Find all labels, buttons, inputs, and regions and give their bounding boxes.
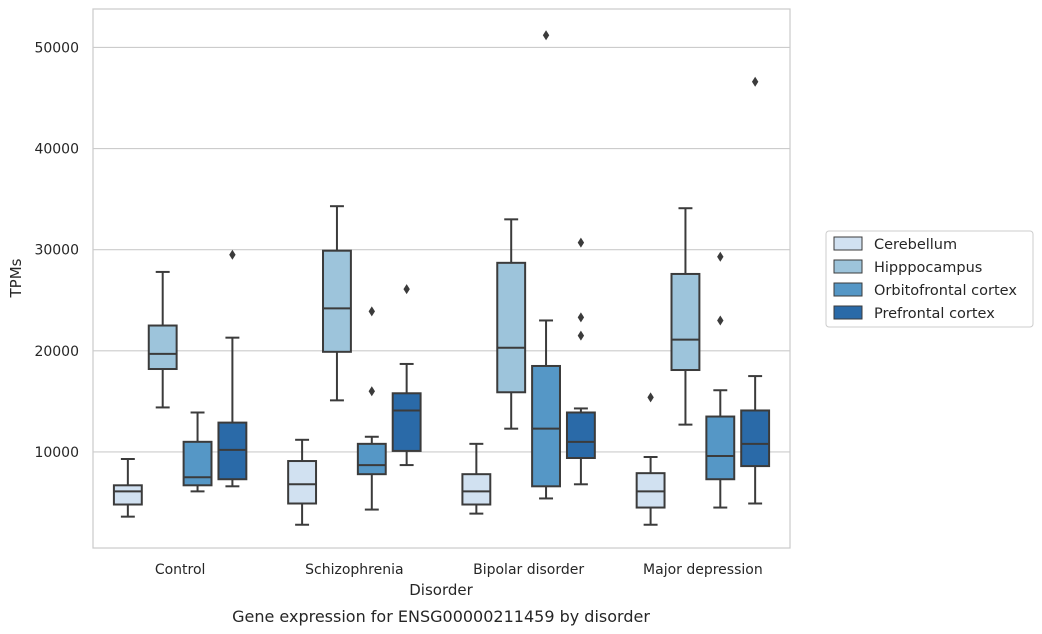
outlier-point	[577, 312, 585, 323]
legend-item-cerebellum: Cerebellum	[833, 236, 957, 253]
box-hipppocampus-control	[147, 270, 178, 409]
box-prefrontal-cortex-schizophrenia	[391, 284, 422, 467]
box-iqr	[356, 442, 387, 476]
box-series	[112, 30, 771, 526]
box-orbitofrontal-cortex-control	[182, 411, 213, 493]
box-iqr	[531, 364, 561, 488]
y-tick-label: 40000	[34, 142, 79, 158]
box-iqr	[147, 324, 178, 371]
outlier-point	[751, 76, 759, 87]
box-hipppocampus-major-depression	[670, 207, 701, 426]
legend-label: Prefrontal cortex	[874, 306, 995, 322]
legend-item-hipppocampus: Hipppocampus	[833, 259, 982, 276]
legend-label: Hipppocampus	[874, 260, 982, 276]
y-axis-label: TPMs	[7, 258, 25, 298]
box-iqr	[322, 249, 352, 353]
box-orbitofrontal-cortex-bipolar-disorder	[531, 30, 561, 500]
outlier-point	[368, 386, 375, 397]
legend: Cerebellum Hipppocampus Orbitofrontal cort…	[825, 230, 1034, 328]
legend-item-orbitofrontal-cortex: Orbitofrontal cortex	[833, 282, 1017, 299]
outlier-point	[717, 315, 724, 326]
chart-caption: Gene expression for ENSG00000211459 by d…	[232, 607, 650, 626]
box-orbitofrontal-cortex-schizophrenia	[356, 306, 387, 511]
x-tick-labels: Control Schizophrenia Bipolar disorder Majo…	[155, 562, 763, 578]
box-iqr	[112, 484, 143, 506]
legend-frame	[825, 230, 1034, 328]
box-iqr	[565, 411, 596, 459]
box-hipppocampus-schizophrenia	[322, 205, 352, 402]
box-prefrontal-cortex-control	[217, 249, 248, 488]
y-tick-label: 20000	[34, 344, 79, 360]
box-iqr	[740, 409, 771, 468]
outlier-point	[717, 251, 724, 262]
box-prefrontal-cortex-major-depression	[740, 76, 771, 505]
y-tick-label: 10000	[34, 445, 79, 461]
box-cerebellum-bipolar-disorder	[461, 442, 492, 515]
box-iqr	[496, 261, 527, 394]
box-cerebellum-major-depression	[635, 392, 666, 526]
box-cerebellum-schizophrenia	[287, 438, 318, 526]
outlier-point	[647, 392, 654, 403]
outlier-point	[577, 330, 585, 341]
y-tick-label: 50000	[34, 40, 79, 56]
x-tick-label: Control	[155, 562, 206, 578]
box-cerebellum-control	[112, 458, 143, 518]
box-iqr	[670, 272, 701, 372]
box-iqr	[287, 460, 318, 505]
outlier-point	[403, 284, 410, 295]
x-axis-label: Disorder	[409, 581, 473, 599]
legend-swatch	[833, 236, 863, 251]
legend-item-prefrontal-cortex: Prefrontal cortex	[833, 305, 995, 322]
box-iqr	[182, 440, 213, 487]
legend-label: Orbitofrontal cortex	[874, 283, 1017, 299]
box-prefrontal-cortex-bipolar-disorder	[565, 237, 596, 486]
box-iqr	[705, 415, 736, 481]
outlier-point	[368, 306, 375, 317]
box-orbitofrontal-cortex-major-depression	[705, 251, 736, 509]
box-iqr	[461, 473, 492, 506]
x-tick-label: Schizophrenia	[305, 562, 403, 578]
y-tick-label: 30000	[34, 243, 79, 259]
outlier-point	[542, 30, 550, 41]
y-tick-labels: 10000 20000 30000 40000 50000	[34, 40, 79, 461]
box-hipppocampus-bipolar-disorder	[496, 218, 527, 430]
legend-swatch	[833, 282, 863, 297]
outlier-point	[577, 237, 585, 248]
outlier-point	[229, 249, 236, 260]
legend-label: Cerebellum	[874, 237, 957, 253]
x-tick-label: Bipolar disorder	[473, 562, 584, 578]
box-iqr	[391, 392, 422, 452]
legend-swatch	[833, 259, 863, 274]
plot-frame	[92, 8, 791, 549]
legend-swatch	[833, 305, 863, 320]
box-iqr	[635, 472, 666, 509]
box-iqr	[217, 421, 248, 481]
x-tick-label: Major depression	[643, 562, 763, 578]
